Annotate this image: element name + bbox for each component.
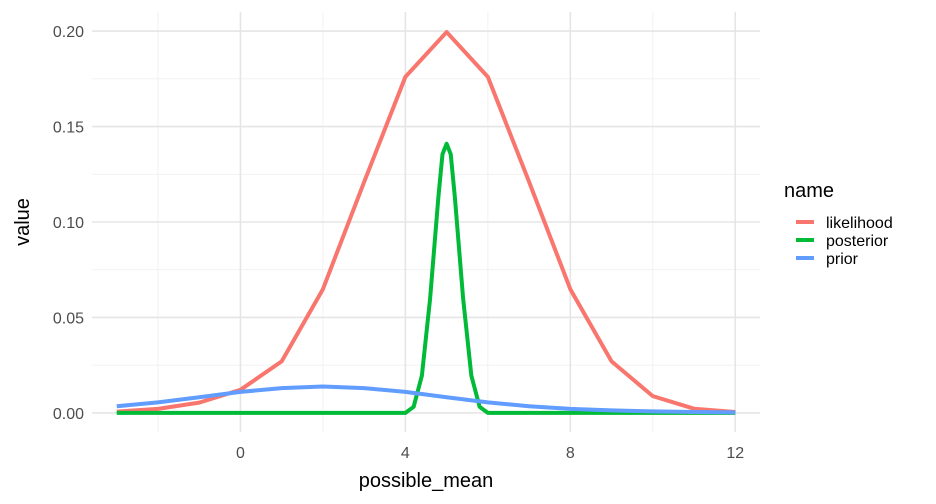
- y-tick-label: 0.15: [53, 120, 84, 137]
- x-tick-label: 12: [726, 445, 744, 462]
- series-line-prior: [116, 384, 736, 415]
- y-tick-label: 0.05: [53, 310, 84, 327]
- legend-label-posterior: posterior: [826, 233, 889, 250]
- legend-title: name: [784, 180, 834, 202]
- x-tick-label: 0: [236, 445, 245, 462]
- major-gridlines: [92, 12, 760, 432]
- y-tick-label: 0.10: [53, 215, 84, 232]
- y-axis-title: value: [12, 198, 34, 246]
- y-tick-label: 0.00: [53, 406, 84, 423]
- legend-label-prior: prior: [826, 251, 859, 268]
- x-axis-title: possible_mean: [359, 470, 494, 492]
- y-tick-label: 0.20: [53, 24, 84, 41]
- legend-label-likelihood: likelihood: [826, 215, 893, 232]
- x-axis-ticks: 0 4 8 12: [236, 445, 744, 462]
- y-axis-ticks: 0.00 0.05 0.10 0.15 0.20: [53, 24, 84, 423]
- series-line-posterior: [116, 141, 736, 415]
- x-tick-label: 4: [401, 445, 410, 462]
- x-tick-label: 8: [566, 445, 575, 462]
- series-lines: [116, 30, 736, 415]
